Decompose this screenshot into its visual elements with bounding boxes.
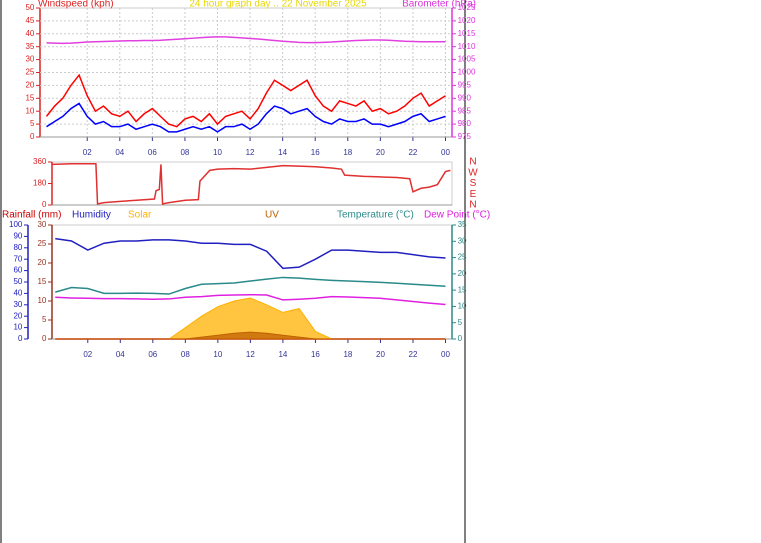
x-tick-label: 04 — [115, 148, 124, 157]
y-tick-label: 1020 — [458, 16, 476, 25]
y-tick-label: 1005 — [458, 55, 476, 64]
y-tick-label: 1010 — [458, 42, 476, 51]
y-tick-label: 10 — [13, 323, 22, 332]
series-line — [46, 36, 446, 45]
y-tick-label: 35 — [25, 42, 34, 51]
y-tick-label: 50 — [25, 3, 34, 12]
y-tick-label: 30 — [25, 55, 34, 64]
y-tick-label: 10 — [25, 106, 34, 115]
y-tick-label: 20 — [13, 311, 22, 320]
y-tick-label: 45 — [25, 16, 34, 25]
legend-label: Dew Point (°C) — [424, 210, 490, 221]
x-tick-label: 22 — [409, 350, 418, 359]
y-tick-label: 20 — [458, 269, 467, 278]
x-tick-label: 16 — [311, 148, 320, 157]
x-tick-label: 02 — [83, 148, 92, 157]
series-area — [55, 331, 446, 340]
x-tick-label: 08 — [181, 350, 190, 359]
y-tick-label: 1000 — [458, 68, 476, 77]
y-tick-label: 0 — [42, 200, 47, 209]
series-line — [55, 276, 446, 295]
chart-title: 24 hour graph day .. 22 November 2025 — [189, 0, 367, 10]
x-tick-label: 18 — [343, 350, 352, 359]
y-tick-label: 0 — [42, 334, 47, 343]
y-tick-label: 30 — [458, 236, 467, 245]
x-tick-label: 22 — [408, 148, 417, 157]
y-tick-label: 10 — [458, 302, 467, 311]
y-tick-label: 180 — [33, 179, 47, 188]
series-line — [55, 293, 446, 306]
series-line — [45, 73, 446, 128]
y-tick-label: 60 — [13, 266, 22, 275]
y-tick-label: 25 — [37, 239, 46, 248]
x-tick-label: 06 — [148, 350, 157, 359]
x-tick-label: 14 — [278, 350, 287, 359]
y-tick-label: 985 — [458, 106, 472, 115]
compass-label: N — [469, 200, 476, 211]
y-tick-label: 10 — [37, 296, 46, 305]
y-tick-label: 5 — [30, 119, 35, 128]
y-tick-label: 360 — [33, 157, 47, 166]
y-tick-label: 0 — [30, 132, 35, 141]
y-tick-label: 25 — [25, 68, 34, 77]
y-tick-label: 30 — [37, 220, 46, 229]
compass-label: E — [470, 189, 477, 200]
legend-label: Temperature (°C) — [337, 210, 414, 221]
y-tick-label: 20 — [37, 258, 46, 267]
y-tick-label: 975 — [458, 132, 472, 141]
y-tick-label: 30 — [13, 300, 22, 309]
y-tick-label: 0 — [18, 334, 23, 343]
x-tick-label: 16 — [311, 350, 320, 359]
series-line — [55, 237, 446, 270]
x-tick-label: 14 — [278, 148, 287, 157]
y-tick-label: 40 — [25, 29, 34, 38]
y-tick-label: 15 — [458, 285, 467, 294]
x-tick-label: 02 — [83, 350, 92, 359]
y-tick-label: 35 — [458, 220, 467, 229]
legend-label: Humidity — [72, 210, 111, 221]
y-axis-title: Windspeed (kph) — [38, 0, 114, 10]
compass-label: W — [468, 167, 478, 178]
y-tick-label: 100 — [9, 220, 23, 229]
y2-axis-title: Barometer (hPa) — [402, 0, 476, 10]
x-tick-label: 20 — [376, 350, 385, 359]
y-tick-label: 25 — [458, 253, 467, 262]
y-tick-label: 5 — [42, 315, 47, 324]
y-tick-label: 5 — [458, 318, 463, 327]
y-tick-label: 0 — [458, 334, 463, 343]
y-tick-label: 1015 — [458, 29, 476, 38]
y-tick-label: 1025 — [458, 3, 476, 12]
x-tick-label: 20 — [376, 148, 385, 157]
x-tick-label: 12 — [246, 350, 255, 359]
legend-label: Solar — [128, 210, 152, 221]
y-tick-label: 990 — [458, 93, 472, 102]
y-tick-label: 50 — [13, 277, 22, 286]
x-tick-label: 00 — [441, 148, 450, 157]
y-tick-label: 90 — [13, 232, 22, 241]
y-tick-label: 70 — [13, 254, 22, 263]
series-line — [51, 163, 451, 205]
x-tick-label: 00 — [441, 350, 450, 359]
x-tick-label: 04 — [116, 350, 125, 359]
legend-label: UV — [265, 210, 279, 221]
y-tick-label: 20 — [25, 81, 34, 90]
y-tick-label: 40 — [13, 289, 22, 298]
series-line — [46, 102, 446, 133]
x-tick-label: 12 — [246, 148, 255, 157]
legend-label: Rainfall (mm) — [2, 210, 61, 221]
y-tick-label: 995 — [458, 81, 472, 90]
y-tick-label: 80 — [13, 243, 22, 252]
compass-label: S — [470, 178, 477, 189]
y-tick-label: 15 — [25, 93, 34, 102]
x-tick-label: 06 — [148, 148, 157, 157]
y-tick-label: 980 — [458, 119, 472, 128]
y-tick-label: 15 — [37, 277, 46, 286]
x-tick-label: 10 — [213, 350, 222, 359]
x-tick-label: 08 — [180, 148, 189, 157]
x-tick-label: 18 — [343, 148, 352, 157]
compass-label: N — [469, 157, 476, 168]
x-tick-label: 10 — [213, 148, 222, 157]
